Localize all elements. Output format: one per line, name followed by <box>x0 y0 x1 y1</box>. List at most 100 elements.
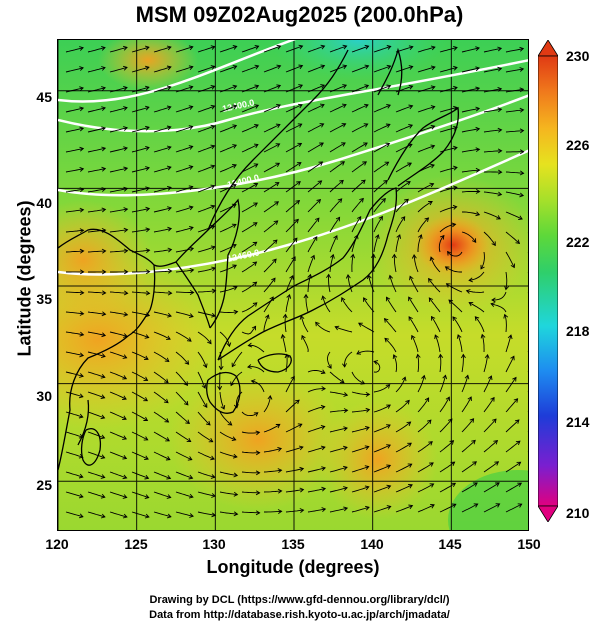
streamline <box>527 51 528 52</box>
streamline <box>300 315 309 333</box>
streamline-arrowhead <box>320 84 326 89</box>
streamline-arrowhead <box>299 508 305 513</box>
streamline <box>483 129 502 133</box>
streamline <box>373 123 391 133</box>
coastline-china <box>58 309 151 471</box>
streamline <box>527 491 528 492</box>
streamline-arrowhead <box>430 105 436 110</box>
streamline <box>197 371 206 389</box>
streamline <box>219 223 237 233</box>
streamline <box>285 219 299 233</box>
streamline <box>87 229 106 233</box>
streamline <box>373 161 389 173</box>
streamline-arrowhead <box>484 353 490 359</box>
streamline-arrowhead <box>453 125 458 131</box>
streamline-arrowhead <box>295 399 300 405</box>
wind-streamlines <box>65 44 528 519</box>
streamline <box>197 391 208 408</box>
streamline <box>285 468 304 473</box>
streamline <box>87 168 106 173</box>
streamline <box>87 291 106 294</box>
streamline <box>373 143 390 153</box>
streamline <box>153 411 169 423</box>
streamline-arrowhead <box>232 124 238 129</box>
streamline <box>219 311 238 313</box>
streamline <box>389 275 397 293</box>
streamline <box>301 335 309 353</box>
streamline <box>109 107 128 113</box>
streamline <box>329 142 346 153</box>
streamline-arrowhead <box>188 165 194 170</box>
streamline <box>87 351 106 357</box>
streamline-arrowhead <box>208 437 214 443</box>
streamline-arrowhead <box>407 162 412 167</box>
streamline-arrowhead <box>275 423 281 429</box>
streamline <box>329 235 338 253</box>
streamline <box>461 503 478 513</box>
streamline-arrowhead <box>254 124 259 129</box>
streamline-arrowhead <box>166 165 172 171</box>
streamline-arrowhead <box>388 274 394 280</box>
streamline-arrowhead <box>492 418 497 424</box>
streamline <box>483 231 496 246</box>
streamline <box>241 241 257 253</box>
streamline <box>65 431 83 438</box>
streamline <box>87 208 106 213</box>
streamline <box>461 169 480 173</box>
streamline <box>197 65 215 73</box>
streamline <box>505 109 524 113</box>
streamline <box>351 371 365 385</box>
streamline <box>461 107 480 113</box>
streamline <box>153 331 171 340</box>
streamline-arrowhead <box>342 84 348 89</box>
streamline-arrowhead <box>277 488 283 494</box>
streamline-arrowhead <box>407 463 413 468</box>
streamline-arrowhead <box>475 106 481 112</box>
streamline <box>483 418 497 433</box>
streamline-arrowhead <box>211 288 217 294</box>
streamline-arrowhead <box>343 506 349 512</box>
streamline <box>153 451 171 461</box>
streamline-arrowhead <box>449 440 455 445</box>
streamline-arrowhead <box>166 145 172 151</box>
streamline-arrowhead <box>430 65 436 71</box>
streamline <box>219 411 232 426</box>
streamline-arrowhead <box>339 179 344 185</box>
streamline <box>197 491 216 497</box>
streamline <box>285 200 300 213</box>
streamline-arrowhead <box>497 46 503 52</box>
streamline-arrowhead <box>232 84 238 90</box>
streamline <box>197 125 215 133</box>
streamline-arrowhead <box>408 296 413 302</box>
streamline <box>483 150 502 153</box>
streamline <box>428 297 441 313</box>
streamline <box>413 254 419 273</box>
streamline-arrowhead <box>189 513 194 518</box>
streamline <box>452 316 463 333</box>
streamline-arrowhead <box>312 236 318 241</box>
streamline <box>219 451 237 458</box>
streamline <box>527 351 528 352</box>
streamline-arrowhead <box>79 290 85 296</box>
streamline-arrowhead <box>375 234 380 239</box>
streamline-arrowhead <box>144 85 150 91</box>
streamline-arrowhead <box>290 375 295 381</box>
streamline-arrowhead <box>429 256 435 262</box>
streamline-arrowhead <box>296 181 301 186</box>
streamline-arrowhead <box>475 147 481 153</box>
streamline-arrowhead <box>144 45 150 51</box>
streamline <box>373 505 391 513</box>
streamline-arrowhead <box>404 198 409 204</box>
x-tick-label: 135 <box>281 536 305 552</box>
streamline <box>483 354 489 373</box>
streamline <box>131 371 148 381</box>
streamline <box>417 375 425 393</box>
streamline-arrowhead <box>210 245 216 251</box>
streamline <box>527 431 528 432</box>
streamline <box>285 181 301 193</box>
streamline-arrowhead <box>78 473 84 479</box>
y-tick-label: 45 <box>36 89 52 105</box>
streamline <box>344 351 353 367</box>
streamline-arrowhead <box>468 277 473 283</box>
streamline-arrowhead <box>122 395 127 400</box>
